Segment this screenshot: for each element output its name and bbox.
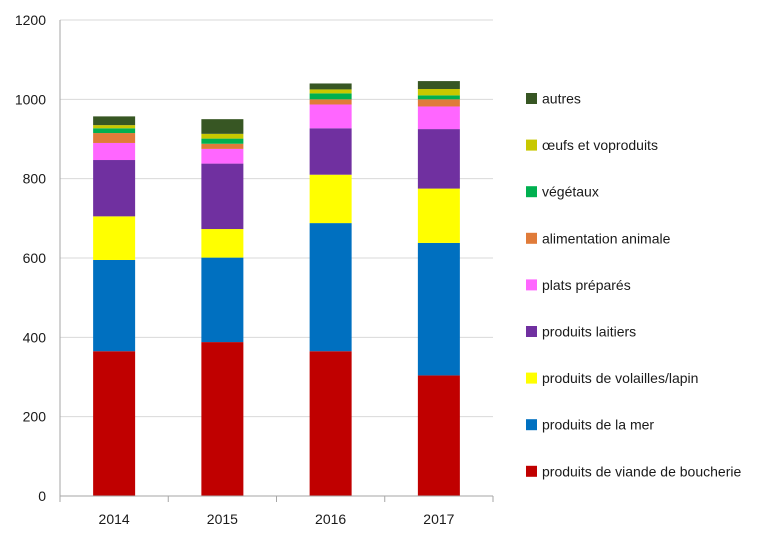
- bar-segment: [93, 351, 136, 496]
- bar-segment: [93, 160, 136, 217]
- legend-swatch: [526, 326, 537, 337]
- bar-segment: [309, 83, 352, 90]
- bar-segment: [417, 375, 460, 496]
- legend-swatch: [526, 419, 537, 431]
- legend-swatch: [526, 232, 537, 244]
- bar-segment: [93, 133, 136, 143]
- bar-segment: [309, 89, 352, 94]
- x-tick-label: 2016: [315, 511, 346, 527]
- bar-segment: [309, 104, 352, 129]
- bar-segment: [201, 229, 244, 258]
- bar-segment: [93, 128, 136, 134]
- bar-segment: [93, 116, 136, 126]
- bar-segment: [417, 106, 460, 130]
- legend-label: autres: [542, 91, 581, 107]
- legend-swatch: [526, 465, 537, 477]
- legend-label: plats préparés: [542, 277, 631, 293]
- y-tick-label: 600: [23, 250, 47, 266]
- bar-segment: [309, 99, 352, 105]
- bar-segment: [93, 216, 136, 260]
- legend-label: produits laitiers: [542, 324, 636, 340]
- bar-segment: [309, 174, 352, 224]
- legend-swatch: [526, 372, 537, 384]
- bar-segment: [93, 125, 136, 129]
- legend-swatch: [526, 139, 537, 151]
- y-tick-label: 800: [23, 171, 47, 187]
- bar-segment: [417, 188, 460, 243]
- y-tick-label: 1200: [15, 12, 46, 28]
- x-tick-label: 2017: [423, 511, 454, 527]
- legend-label: produits de la mer: [542, 417, 654, 433]
- bar-segment: [201, 138, 244, 144]
- bar-segment: [417, 89, 460, 96]
- legend-swatch: [526, 186, 537, 198]
- y-tick-label: 400: [23, 329, 47, 345]
- bar-segment: [309, 128, 352, 175]
- legend-label: végétaux: [542, 184, 599, 200]
- legend-swatch: [526, 279, 537, 291]
- bar-segment: [309, 351, 352, 496]
- y-tick-label: 200: [23, 409, 47, 425]
- legend-label: alimentation animale: [542, 230, 671, 246]
- bar-segment: [201, 143, 244, 149]
- bar-segment: [309, 223, 352, 352]
- bar-segment: [93, 259, 136, 352]
- legend-label: œufs et voproduits: [542, 137, 658, 153]
- bar-segment: [201, 148, 244, 164]
- bar-segment: [417, 129, 460, 189]
- x-tick-label: 2015: [207, 511, 238, 527]
- bar-segment: [201, 133, 244, 139]
- bar-segment: [417, 95, 460, 100]
- bar-segment: [417, 81, 460, 90]
- x-tick-label: 2014: [99, 511, 130, 527]
- bar-segment: [309, 93, 352, 100]
- y-tick-label: 1000: [15, 91, 46, 107]
- x-axis: 2014 2015 2016 2017: [59, 495, 494, 527]
- legend: autres œufs et voproduits végétaux alimenta…: [526, 91, 741, 479]
- bars: [93, 81, 460, 496]
- legend-swatch: [526, 93, 537, 104]
- bar-segment: [417, 99, 460, 107]
- bar-segment: [201, 257, 244, 343]
- y-axis: 0 200 400 600 800 1000 1200: [15, 12, 61, 504]
- bar-segment: [417, 242, 460, 376]
- bar-segment: [201, 163, 244, 230]
- y-tick-label: 0: [38, 488, 46, 504]
- legend-label: produits de volailles/lapin: [542, 370, 698, 386]
- bar-segment: [201, 342, 244, 496]
- legend-label: produits de viande de boucherie: [542, 463, 741, 479]
- bar-segment: [93, 142, 136, 161]
- bar-segment: [201, 119, 244, 134]
